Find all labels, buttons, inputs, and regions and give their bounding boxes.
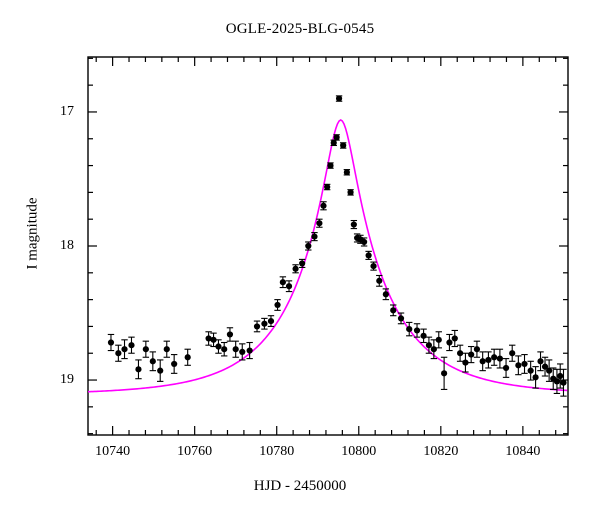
x-tick-label: 10780 — [259, 444, 295, 459]
y-tick-label: 18 — [60, 238, 74, 253]
x-tick-label: 10840 — [505, 444, 541, 459]
x-tick-label: 10760 — [177, 444, 213, 459]
x-tick-label: 10820 — [423, 444, 459, 459]
data-points — [107, 95, 567, 386]
page-title: OGLE-2025-BLG-0545 — [225, 21, 375, 37]
y-tick-label: 17 — [60, 103, 74, 119]
data-errorbars — [107, 95, 567, 397]
model-curve — [87, 119, 568, 393]
axis-ticks — [88, 57, 568, 435]
x-axis-label: HJD - 2450000 — [253, 478, 347, 494]
x-tick-label: 10800 — [341, 444, 377, 459]
x-tick-label: 10740 — [95, 444, 131, 459]
y-tick-label: 19 — [60, 372, 74, 388]
